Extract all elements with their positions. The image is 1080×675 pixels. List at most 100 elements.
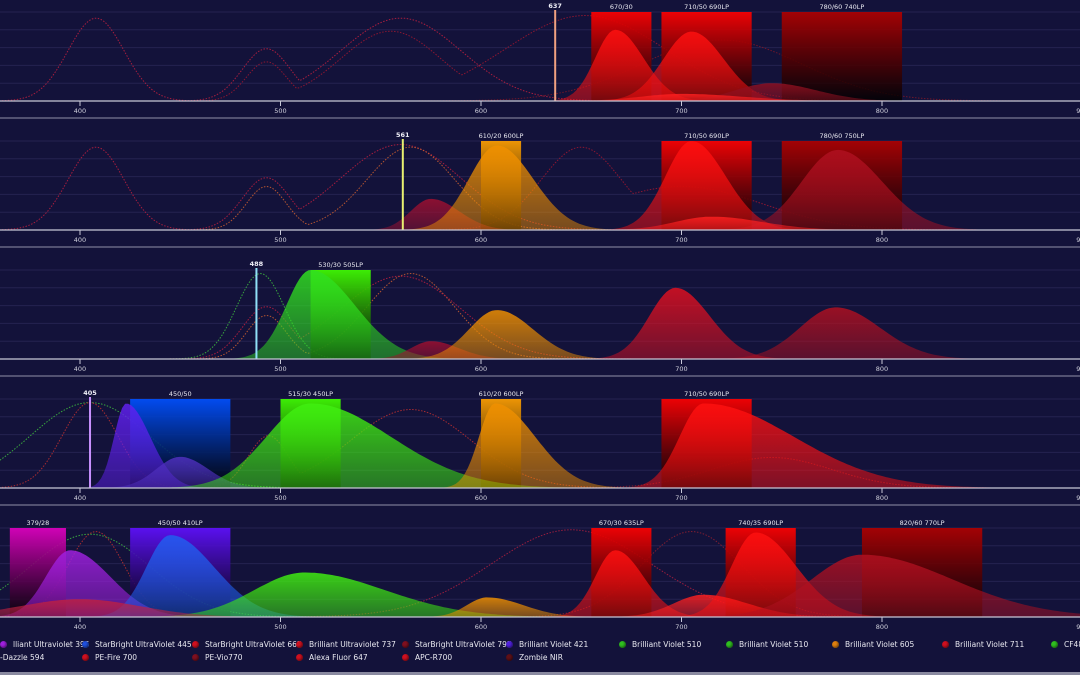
legend-swatch: [1051, 641, 1058, 648]
emission-curve: [0, 93, 1080, 101]
filter-band: [781, 12, 903, 101]
filter-label: 780/60 740LP: [819, 3, 864, 11]
legend-label: APC-R700: [415, 653, 453, 662]
emission-curve: [0, 403, 1080, 488]
legend-item[interactable]: Brilliant Violet 711: [942, 640, 1024, 649]
emission-curve: [0, 597, 1080, 617]
tick-label: 500: [274, 365, 286, 373]
panel-5: 379/28 450/50 410LP 670/30 635LP 740/35 690…: [0, 519, 1080, 631]
legend-swatch: [192, 641, 199, 648]
legend-label: Brilliant Violet 605: [845, 640, 915, 649]
filter-label: 740/35 690LP: [738, 519, 783, 527]
excitation-curve: [0, 17, 1080, 102]
filter-label: 820/60 770LP: [900, 519, 945, 527]
emission-curve: [0, 572, 1080, 617]
tick-label: 900: [1076, 365, 1080, 373]
legend-label: CF48: [1064, 640, 1080, 649]
panel-4: 450/50 515/30 450LP 610/20 600LP 710/50 690…: [0, 389, 1080, 506]
emission-curve: [0, 599, 1080, 617]
emission-curve: [0, 535, 1080, 617]
laser-label: 637: [548, 2, 562, 10]
tick-label: 400: [74, 623, 86, 631]
legend-label: PE-Vio770: [205, 653, 243, 662]
legend-item[interactable]: APC-R700: [402, 653, 452, 662]
legend-label: Brilliant Ultraviolet 737: [309, 640, 396, 649]
legend-label: -Dazzle 594: [0, 653, 45, 662]
emission-curve: [0, 31, 1080, 101]
panel-1: 670/30 710/50 690LP 780/60 740LP 637 400 500 6…: [0, 2, 1080, 119]
legend-label: lliant Ultraviolet 395: [13, 640, 90, 649]
legend-swatch: [506, 641, 513, 648]
legend-item[interactable]: PE-Vio770: [192, 653, 242, 662]
filter-label: 515/30 450LP: [288, 390, 333, 398]
legend-swatch: [402, 641, 409, 648]
legend-item[interactable]: Brilliant Violet 510: [726, 640, 808, 649]
legend-swatch: [619, 641, 626, 648]
tick-label: 700: [675, 236, 687, 244]
filter-label: 710/50 690LP: [684, 3, 729, 11]
legend-item[interactable]: Zombie NIR: [506, 653, 563, 662]
legend-item[interactable]: Brilliant Violet 421: [506, 640, 588, 649]
laser-label: 488: [250, 260, 264, 268]
emission-curve: [0, 403, 1080, 488]
filter-label: 530/30 505LP: [318, 261, 363, 269]
legend-item[interactable]: StarBright UltraViolet 445: [82, 640, 192, 649]
tick-label: 700: [675, 365, 687, 373]
tick-label: 600: [475, 365, 487, 373]
legend-item[interactable]: Brilliant Violet 510: [619, 640, 701, 649]
legend-swatch: [82, 641, 89, 648]
tick-label: 800: [876, 623, 888, 631]
tick-label: 500: [274, 236, 286, 244]
legend-swatch: [402, 654, 409, 661]
tick-label: 900: [1076, 623, 1080, 631]
legend-item[interactable]: -Dazzle 594: [0, 653, 44, 662]
tick-label: 400: [74, 494, 86, 502]
legend-label: Brilliant Violet 510: [632, 640, 702, 649]
panel-2: 610/20 600LP 710/50 690LP 780/60 750LP 561 4…: [0, 131, 1080, 248]
legend-item[interactable]: PE-Fire 700: [82, 653, 137, 662]
laser-label: 561: [396, 131, 410, 139]
emission-curve: [0, 149, 1080, 230]
emission-curve: [0, 310, 1080, 359]
tick-label: 400: [74, 236, 86, 244]
legend-item[interactable]: Brilliant Ultraviolet 737: [296, 640, 396, 649]
legend-item[interactable]: StarBright UltraViolet 665: [192, 640, 302, 649]
filter-label: 610/20 600LP: [479, 390, 524, 398]
legend-label: StarBright UltraViolet 795: [415, 640, 512, 649]
legend-item[interactable]: StarBright UltraViolet 795: [402, 640, 512, 649]
tick-label: 900: [1076, 236, 1080, 244]
emission-curve: [0, 554, 1080, 617]
panel-3: 530/30 505LP 488 400 500 600 700 800 900: [0, 260, 1080, 377]
tick-label: 800: [876, 365, 888, 373]
tick-label: 800: [876, 107, 888, 115]
emission-curve: [0, 83, 1080, 101]
tick-label: 400: [74, 365, 86, 373]
tick-label: 600: [475, 236, 487, 244]
emission-curve: [0, 145, 1080, 230]
bottom-divider: [0, 672, 1080, 675]
emission-curve: [0, 307, 1080, 359]
legend-swatch: [726, 641, 733, 648]
legend-swatch: [506, 654, 513, 661]
legend-label: StarBright UltraViolet 665: [205, 640, 302, 649]
tick-label: 500: [274, 107, 286, 115]
legend-label: PE-Fire 700: [95, 653, 138, 662]
legend-item[interactable]: CF48: [1051, 640, 1080, 649]
filter-label: 610/20 600LP: [479, 132, 524, 140]
legend-item[interactable]: Brilliant Violet 605: [832, 640, 914, 649]
tick-label: 700: [675, 623, 687, 631]
legend-item[interactable]: Alexa Fluor 647: [296, 653, 368, 662]
excitation-curve: [0, 39, 1080, 102]
tick-label: 700: [675, 494, 687, 502]
tick-label: 800: [876, 494, 888, 502]
filter-label: 710/50 690LP: [684, 132, 729, 140]
legend-label: Brilliant Violet 510: [739, 640, 809, 649]
filter-label: 670/30 635LP: [599, 519, 644, 527]
laser-label: 405: [83, 389, 97, 397]
legend-label: Alexa Fluor 647: [309, 653, 368, 662]
excitation-curve: [0, 14, 1080, 102]
legend-swatch: [296, 654, 303, 661]
legend-label: Brilliant Violet 711: [955, 640, 1025, 649]
legend-item[interactable]: lliant Ultraviolet 395: [0, 640, 90, 649]
